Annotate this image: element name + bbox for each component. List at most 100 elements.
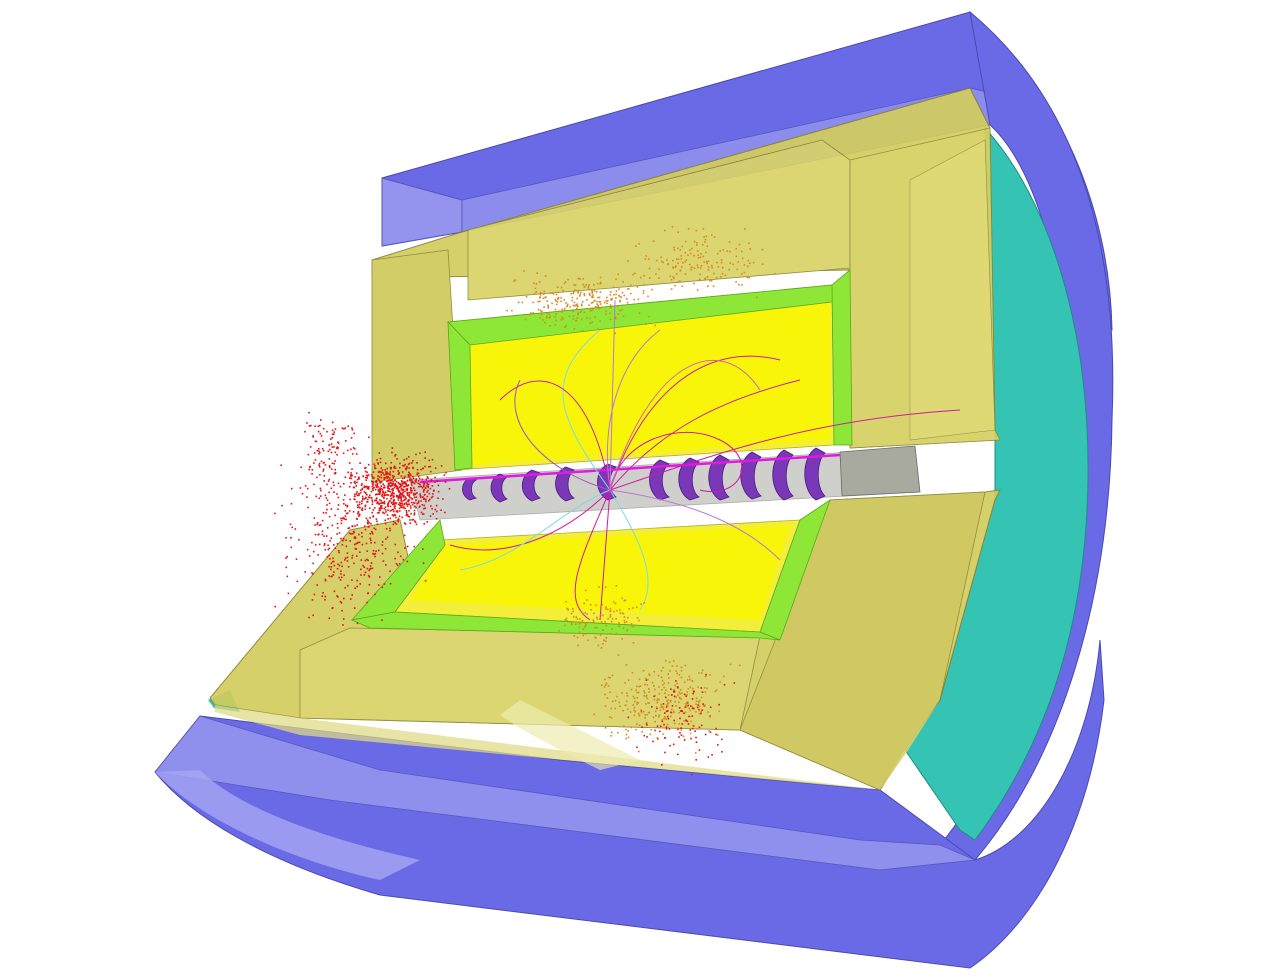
hit-point [332, 557, 334, 560]
hit-point [747, 259, 750, 262]
hit-point [378, 512, 380, 514]
hit-point [348, 510, 351, 512]
hit-point [408, 492, 410, 494]
hit-point [314, 524, 316, 526]
hit-point [661, 764, 663, 766]
hit-point [352, 511, 355, 513]
hit-point [382, 491, 385, 494]
hit-point [402, 481, 404, 483]
hit-point [597, 282, 599, 285]
hit-point [707, 756, 710, 758]
hit-point [350, 477, 353, 480]
hit-point [380, 471, 383, 473]
hit-point [610, 707, 612, 710]
hit-point [664, 696, 667, 699]
hit-point [409, 505, 412, 507]
hit-point [330, 508, 333, 510]
hit-point [627, 679, 630, 681]
hit-point [399, 495, 401, 497]
hit-point [690, 737, 692, 740]
hit-point [675, 696, 677, 698]
hit-point [677, 753, 679, 756]
tracker-disk [490, 473, 508, 503]
hit-point [408, 462, 411, 465]
hit-point [688, 715, 690, 718]
hit-point [560, 297, 562, 299]
hit-point [377, 584, 380, 586]
hit-point [378, 507, 381, 510]
hit-point [370, 473, 373, 476]
hit-point [669, 275, 672, 277]
hit-point [393, 513, 396, 516]
hit-point [405, 485, 408, 487]
hit-point [387, 518, 389, 520]
hit-point [385, 564, 387, 566]
hit-point [361, 483, 363, 485]
hit-point [691, 727, 694, 730]
hit-point [377, 462, 379, 464]
hit-point [675, 670, 677, 672]
hit-point [568, 315, 571, 318]
hit-point [444, 511, 446, 514]
hit-point [378, 476, 381, 478]
hit-point [718, 710, 720, 713]
hit-point [673, 719, 675, 722]
hit-point [587, 285, 590, 288]
hit-point [398, 483, 401, 485]
hit-point [304, 571, 306, 573]
hit-point [359, 462, 361, 464]
hit-point [709, 279, 711, 282]
hit-point [398, 563, 401, 565]
hit-point [361, 495, 364, 498]
hit-point [629, 292, 632, 295]
hit-point [372, 484, 374, 487]
hit-point [323, 544, 326, 547]
hit-point [704, 675, 707, 678]
hit-point [629, 284, 632, 287]
hit-point [693, 725, 695, 727]
hit-point [673, 690, 675, 692]
hit-point [699, 705, 701, 708]
hit-point [387, 482, 390, 485]
hit-point [424, 457, 426, 459]
hit-point [378, 549, 380, 552]
hit-point [729, 250, 731, 253]
hit-point [684, 681, 686, 684]
hit-point [376, 497, 378, 499]
hit-point [370, 480, 373, 483]
hit-point [364, 467, 366, 469]
hit-point [388, 484, 390, 486]
hit-point [717, 744, 719, 746]
hit-point [691, 705, 693, 708]
hit-point [625, 737, 627, 740]
hit-point [391, 503, 394, 506]
hit-point [389, 570, 391, 573]
hit-point [638, 619, 640, 622]
hit-point [367, 498, 369, 501]
hit-point [646, 736, 648, 738]
hit-point [690, 266, 693, 269]
hit-point [308, 411, 310, 414]
hit-point [426, 521, 428, 523]
hit-point [655, 259, 658, 262]
hit-point [417, 480, 420, 482]
hit-point [401, 484, 403, 487]
hit-point [646, 713, 649, 716]
hit-point [672, 266, 674, 269]
hit-point [673, 249, 676, 251]
hit-point [680, 698, 682, 700]
hit-point [407, 474, 410, 476]
hit-point [638, 678, 641, 681]
hit-point [397, 489, 399, 492]
hit-point [746, 265, 749, 268]
hit-point [356, 542, 358, 545]
hit-point [692, 690, 695, 693]
hit-point [392, 523, 395, 526]
hit-point [398, 466, 401, 469]
hit-point [636, 703, 638, 706]
hit-point [435, 504, 438, 507]
hit-point [378, 470, 380, 473]
hit-point [598, 296, 601, 299]
hit-point [408, 475, 410, 477]
hit-point [323, 543, 326, 545]
